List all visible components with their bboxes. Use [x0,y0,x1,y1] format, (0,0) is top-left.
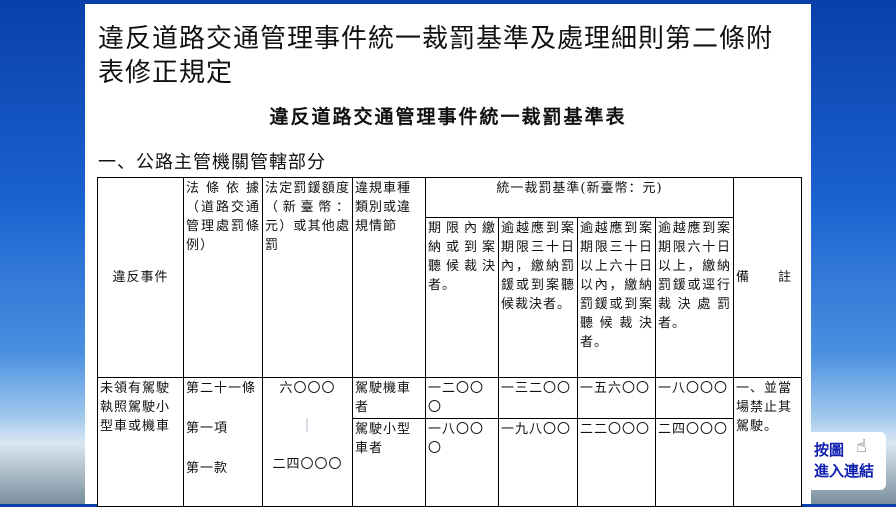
law-subparagraph: 第一款 [186,461,229,476]
enter-link-button[interactable]: 按圖 進入連結 ☝ [806,432,886,490]
header-sub-4: 逾越應到案期限六十日以上，繳納罰鍰或逕行裁決處罰者。 [655,217,734,378]
law-article: 第二十一條 [186,381,257,396]
link-line-1: 按圖 [814,441,845,459]
cell-vehicle-1: 駕駛機車者 [352,377,426,419]
law-paragraph: 第一項 [186,421,229,436]
cell-event: 未領有駕駛執照駕駛小型車或機車 [97,377,184,507]
fine-min: 六〇〇〇 [279,381,336,396]
cell-value: 一三二〇〇 [498,377,578,419]
cell-value: 一五六〇〇 [577,377,656,419]
section-heading: 一、公路主管機關管轄部分 [98,152,326,173]
cell-vehicle-2: 駕駛小型車者 [352,418,426,507]
header-standard: 統一裁罰基準(新臺幣：元) [425,177,734,218]
header-event: 違反事件 [97,177,184,378]
header-sub-2: 逾越應到案期限三十日內，繳納罰鍰或到案聽候裁決者。 [498,217,578,378]
cell-law: 第二十一條 第一項 第一款 [183,377,263,507]
cell-value: 二二〇〇〇 [577,418,656,507]
cell-remark: 一、並當場禁止其駕駛。 [733,377,802,507]
header-law: 法條依據（道路交通管理處罰條例） [183,177,263,378]
table-title: 違反道路交通管理事件統一裁罰基準表 [269,106,627,128]
cell-value: 一二〇〇〇 [425,377,499,419]
cell-fine: 六〇〇〇 ｜ 二四〇〇〇 [262,377,353,507]
fine-max: 二四〇〇〇 [272,457,343,472]
header-remark: 備 註 [733,177,802,378]
cell-value: 一九八〇〇 [498,418,578,507]
header-fine: 法定罰鍰額度（新臺幣：元）或其他處罰 [262,177,353,378]
link-line-2: 進入連結 [814,462,875,480]
fine-range-separator: ｜ [300,419,315,434]
header-sub-1: 期限內繳納或到案聽候裁決者。 [425,217,499,378]
cell-value: 二四〇〇〇 [655,418,734,507]
cell-value: 一八〇〇〇 [425,418,499,507]
header-sub-3: 逾越應到案期限三十日以上六十日以內，繳納罰鍰或到案聽候裁決者。 [577,217,656,378]
document-title: 違反道路交通管理事件統一裁罰基準及處理細則第二條附表修正規定 [98,24,774,88]
cell-value: 一八〇〇〇 [655,377,734,419]
hand-pointer-icon: ☝ [856,436,867,457]
header-vehicle: 違規車種類別或違規情節 [352,177,426,378]
